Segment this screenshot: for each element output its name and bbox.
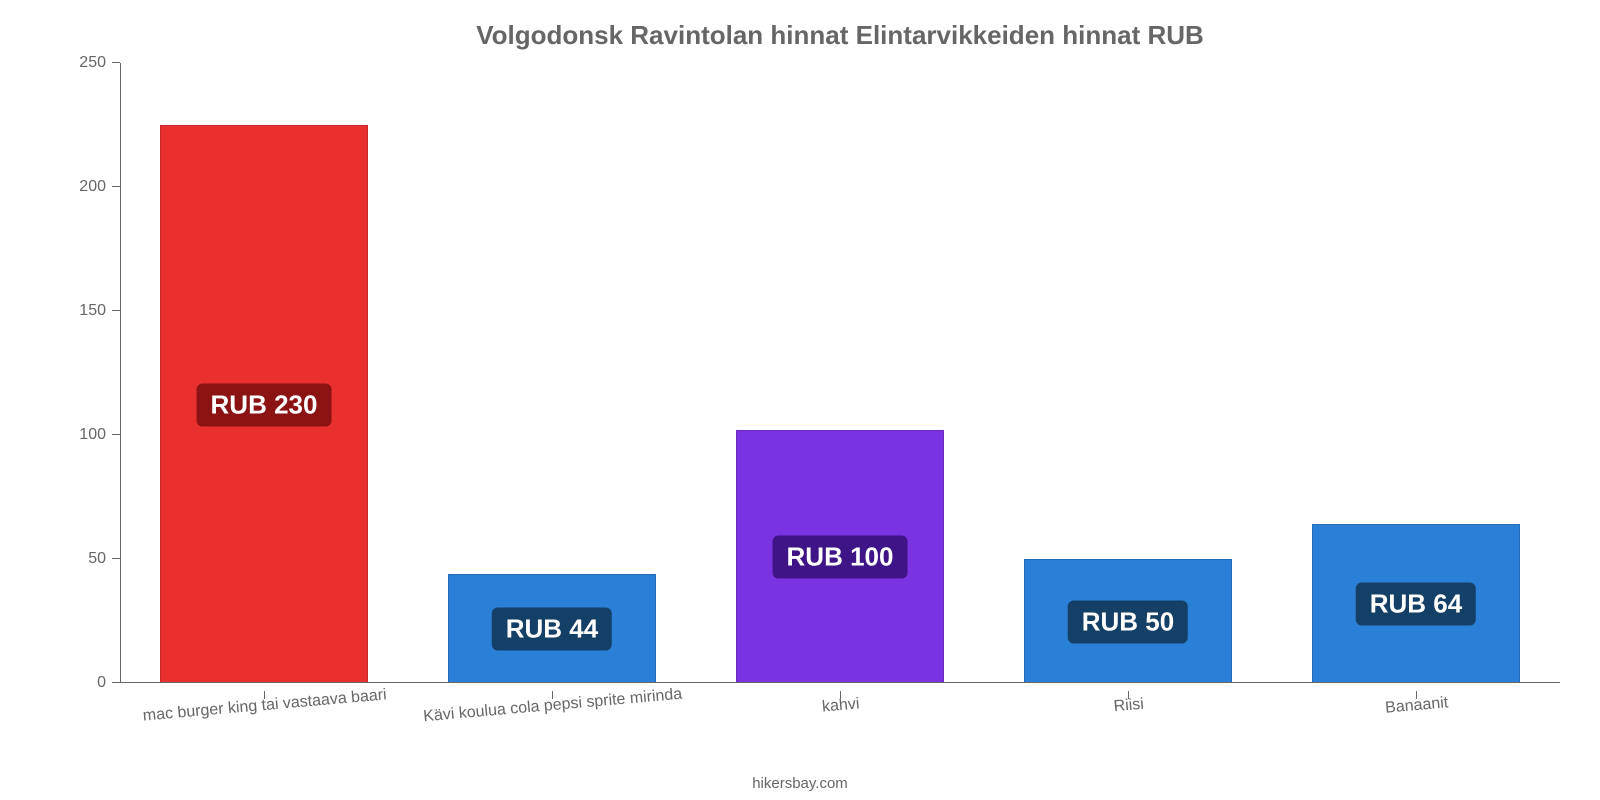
attribution-text: hikersbay.com xyxy=(752,775,848,792)
y-tick-mark xyxy=(112,434,120,435)
bar: RUB 100 xyxy=(736,430,943,683)
x-axis-line xyxy=(120,682,1560,683)
bar-slot: RUB 100 xyxy=(696,63,984,683)
y-tick-label: 100 xyxy=(79,426,106,444)
y-tick-mark xyxy=(112,62,120,63)
y-tick-label: 150 xyxy=(79,302,106,320)
value-badge: RUB 230 xyxy=(197,383,332,426)
value-badge: RUB 50 xyxy=(1068,600,1188,643)
y-tick-mark xyxy=(112,186,120,187)
y-tick-mark xyxy=(112,682,120,683)
bar: RUB 230 xyxy=(160,125,367,683)
y-tick-mark xyxy=(112,558,120,559)
chart-title: Volgodonsk Ravintolan hinnat Elintarvikk… xyxy=(120,20,1560,51)
y-tick-label: 250 xyxy=(79,54,106,72)
bar: RUB 50 xyxy=(1024,559,1231,683)
x-tick-label: Banaanit xyxy=(1385,694,1450,717)
bar-slot: RUB 230 xyxy=(120,63,408,683)
bar: RUB 44 xyxy=(448,574,655,683)
value-badge: RUB 100 xyxy=(773,536,908,579)
y-tick-label: 50 xyxy=(88,550,106,568)
value-badge: RUB 44 xyxy=(492,607,612,650)
bar-slot: RUB 64 xyxy=(1272,63,1560,683)
bars-group: RUB 230 RUB 44 RUB 100 RUB 50 RUB 64 xyxy=(120,63,1560,683)
plot-area: 050100150200250 RUB 230RUB 44RUB 100RUB … xyxy=(120,63,1560,683)
bar-slot: RUB 44 xyxy=(408,63,696,683)
x-tick-label: kahvi xyxy=(821,695,860,716)
value-badge: RUB 64 xyxy=(1356,583,1476,626)
bar-slot: RUB 50 xyxy=(984,63,1272,683)
y-tick-label: 0 xyxy=(97,674,106,692)
y-tick-mark xyxy=(112,310,120,311)
chart-container: Volgodonsk Ravintolan hinnat Elintarvikk… xyxy=(0,0,1600,800)
bar: RUB 64 xyxy=(1312,524,1519,683)
x-tick-label: Riisi xyxy=(1113,696,1145,717)
y-tick-label: 200 xyxy=(79,178,106,196)
y-axis: 050100150200250 xyxy=(108,63,120,683)
